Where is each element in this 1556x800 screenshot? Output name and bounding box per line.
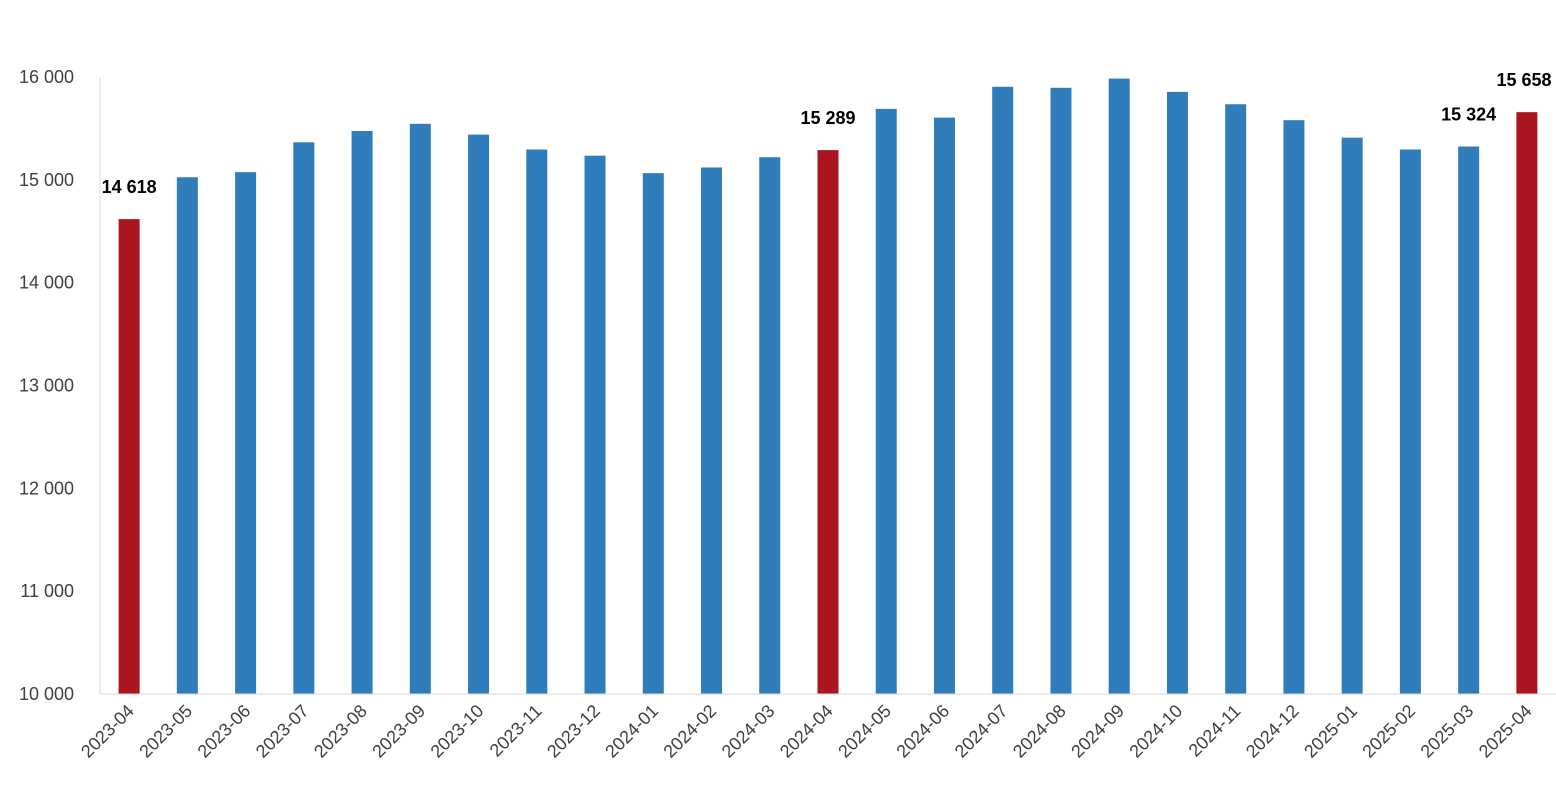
x-tick-label: 2023-07	[252, 701, 313, 762]
y-tick-label: 11 000	[20, 581, 74, 601]
x-tick-label: 2024-08	[1009, 701, 1070, 762]
bar	[351, 130, 373, 695]
bar	[642, 173, 664, 694]
x-tick-label: 2024-07	[951, 701, 1012, 762]
bar	[817, 150, 839, 694]
y-tick-label: 16 000	[19, 67, 74, 87]
data-label: 15 289	[800, 108, 855, 128]
bar	[468, 134, 490, 694]
bar	[118, 219, 140, 694]
y-tick-label: 15 000	[19, 170, 74, 190]
bar	[235, 172, 257, 694]
x-tick-label: 2024-05	[834, 701, 895, 762]
data-label: 15 324	[1441, 105, 1496, 125]
bar	[409, 123, 431, 694]
x-tick-label: 2024-11	[1185, 701, 1245, 761]
x-tick-label: 2024-04	[776, 701, 837, 762]
bar	[1166, 91, 1188, 695]
bar	[176, 177, 198, 694]
bar	[759, 157, 781, 694]
x-tick-label: 2024-03	[718, 701, 779, 762]
y-tick-label: 10 000	[19, 684, 74, 704]
bar	[1458, 146, 1480, 695]
x-tick-label: 2024-06	[892, 701, 953, 762]
bar	[933, 117, 955, 695]
y-tick-label: 12 000	[19, 478, 74, 498]
x-tick-label: 2025-01	[1300, 701, 1361, 762]
x-tick-label: 2023-05	[135, 701, 196, 762]
x-tick-label: 2023-12	[543, 701, 604, 762]
x-tick-label: 2025-03	[1417, 701, 1478, 762]
x-tick-label: 2025-04	[1475, 701, 1536, 762]
y-tick-label: 14 000	[19, 273, 74, 293]
y-tick-label: 13 000	[19, 376, 74, 396]
bar	[1516, 112, 1538, 694]
x-axis: 2023-042023-052023-062023-072023-082023-…	[77, 693, 1556, 762]
bar	[1225, 104, 1247, 694]
bar	[1108, 78, 1130, 695]
y-axis: 10 000 11 000 12 000 13 000 14 000 15 000 16 0…	[19, 67, 101, 704]
bar	[701, 167, 723, 694]
x-tick-label: 2023-10	[427, 701, 488, 762]
x-tick-label: 2024-01	[601, 701, 662, 762]
x-tick-label: 2023-08	[310, 701, 371, 762]
bar	[1050, 87, 1072, 695]
x-tick-label: 2024-09	[1067, 701, 1128, 762]
bar	[293, 142, 315, 694]
bar	[1399, 149, 1421, 694]
data-label: 14 618	[102, 177, 157, 197]
x-tick-label: 2025-02	[1358, 701, 1419, 762]
bar	[526, 149, 548, 694]
x-tick-label: 2024-02	[659, 701, 720, 762]
x-tick-label: 2023-04	[77, 701, 138, 762]
bar	[992, 86, 1014, 694]
x-tick-label: 2023-11	[486, 701, 546, 761]
x-tick-label: 2024-10	[1125, 701, 1186, 762]
bar	[875, 108, 897, 694]
data-label: 15 658	[1496, 70, 1551, 90]
bar	[1341, 137, 1363, 695]
x-tick-label: 2023-09	[368, 701, 429, 762]
bar	[584, 155, 606, 695]
bar	[1283, 120, 1305, 694]
x-tick-label: 2024-12	[1242, 701, 1303, 762]
bars	[118, 78, 1538, 695]
x-tick-label: 2023-06	[194, 701, 255, 762]
